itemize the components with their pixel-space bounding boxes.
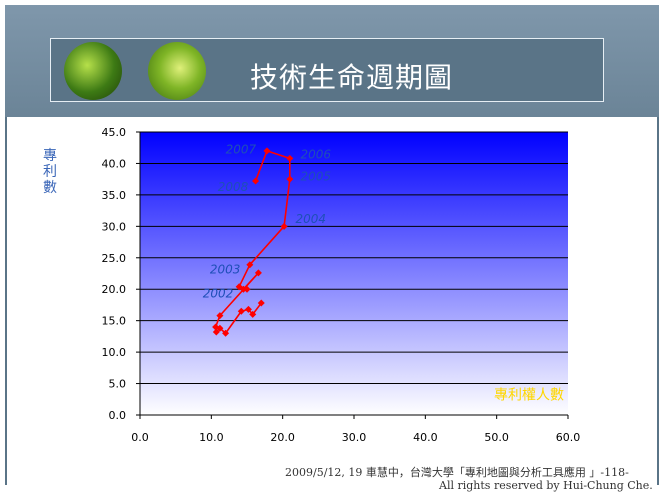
y-tick-label: 30.0 — [102, 220, 127, 233]
x-tick-label: 10.0 — [199, 431, 224, 444]
year-annotation: 2003 — [210, 263, 241, 277]
year-annotation: 2008 — [218, 180, 249, 194]
footer-copyright: All rights reserved by Hui-Chung Che. — [439, 479, 653, 492]
x-tick-label: 60.0 — [556, 431, 581, 444]
y-tick-label: 15.0 — [102, 315, 127, 328]
x-tick-label: 40.0 — [413, 431, 438, 444]
plot-area — [140, 132, 568, 415]
y-tick-label: 40.0 — [102, 157, 127, 170]
year-annotation: 2004 — [296, 212, 327, 226]
y-tick-label: 10.0 — [102, 346, 127, 359]
x-tick-label: 50.0 — [484, 431, 509, 444]
footer-citation: 2009/5/12, 19 車慧中，台灣大學「專利地圖與分析工具應用 」-118… — [285, 464, 629, 480]
year-annotation: 2007 — [226, 142, 257, 156]
year-annotation: 2005 — [301, 169, 332, 183]
y-tick-label: 5.0 — [109, 378, 127, 391]
y-tick-label: 45.0 — [102, 126, 127, 139]
year-annotation: 2006 — [301, 147, 332, 161]
year-annotation: 2002 — [203, 286, 234, 300]
y-tick-label: 20.0 — [102, 283, 127, 296]
y-tick-label: 35.0 — [102, 189, 127, 202]
y-tick-label: 25.0 — [102, 252, 127, 265]
x-tick-label: 20.0 — [270, 431, 295, 444]
legend-entry: 專利權人數 — [494, 387, 564, 403]
x-tick-label: 30.0 — [342, 431, 367, 444]
y-tick-label: 0.0 — [109, 409, 127, 422]
x-tick-label: 0.0 — [131, 431, 149, 444]
